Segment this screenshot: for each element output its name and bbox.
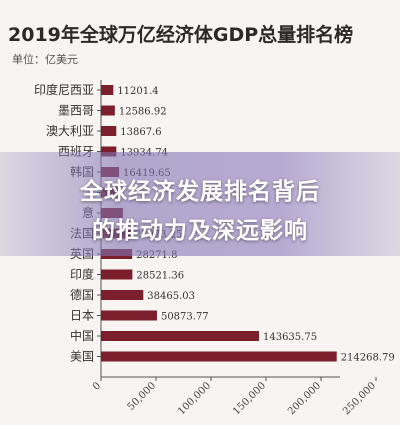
- overlay-line-1: 全球经济发展排名背后: [80, 179, 320, 205]
- bar-1: [101, 105, 115, 116]
- bar-10: [101, 290, 144, 300]
- bar-3: [101, 146, 117, 157]
- chart-title: 2019年全球万亿经济体GDP总量排名榜: [8, 23, 353, 46]
- x-ticks-group: 0 50,000 100,000 150,000 200,000 250,000: [91, 377, 378, 417]
- category-label-11: 日本: [70, 309, 94, 323]
- category-label-2: 澳大利亚: [46, 124, 94, 138]
- overlay-line-2: 的推动力及深远影响: [92, 218, 308, 244]
- x-tick-label-5: 250,000: [341, 380, 378, 417]
- category-label-9: 印度: [70, 267, 94, 282]
- category-label-10: 德国: [70, 287, 94, 302]
- overlay-banner: [0, 152, 400, 256]
- value-label-0: 11201.4: [117, 86, 158, 97]
- unit-label: 单位：亿美元: [12, 52, 78, 66]
- bar-12: [101, 331, 259, 341]
- category-label-0: 印度尼西亚: [34, 82, 94, 97]
- value-label-9: 28521.36: [136, 271, 184, 282]
- bar-13: [101, 351, 337, 362]
- value-label-12: 143635.75: [263, 332, 317, 343]
- category-label-13: 美国: [70, 350, 94, 364]
- value-label-10: 38465.03: [147, 291, 195, 302]
- bar-2: [101, 126, 117, 136]
- value-label-13: 214268.79: [341, 353, 395, 364]
- bar-11: [101, 310, 157, 321]
- bar-9: [101, 269, 133, 280]
- x-tick-label-2: 100,000: [176, 380, 213, 417]
- value-label-11: 50873.77: [161, 312, 209, 323]
- x-tick-label-1: 50,000: [126, 380, 159, 413]
- value-label-2: 13867.6: [120, 127, 161, 138]
- category-label-12: 中国: [70, 328, 94, 343]
- x-tick-label-3: 150,000: [231, 380, 268, 417]
- category-label-1: 墨西哥: [58, 104, 94, 118]
- x-tick-label-0: 0: [91, 380, 103, 392]
- x-tick-label-4: 200,000: [286, 380, 323, 417]
- value-label-1: 12586.92: [119, 107, 167, 118]
- bar-0: [101, 85, 114, 95]
